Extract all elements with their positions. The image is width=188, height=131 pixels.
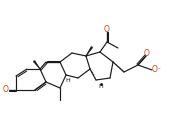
Polygon shape: [33, 60, 40, 69]
Text: H: H: [66, 78, 70, 83]
Text: O: O: [144, 48, 150, 58]
Polygon shape: [86, 46, 93, 56]
Text: O: O: [104, 24, 110, 34]
Text: O: O: [3, 86, 9, 94]
Text: H: H: [99, 84, 103, 89]
Text: O⁻: O⁻: [152, 66, 162, 75]
